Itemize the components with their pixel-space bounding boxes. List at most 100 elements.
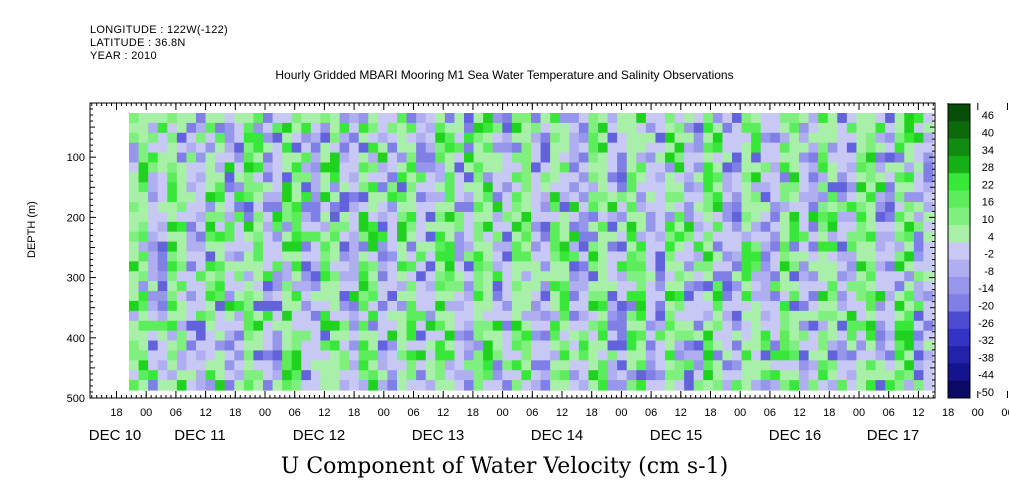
heatmap-cell — [866, 271, 877, 282]
heatmap-cell — [693, 221, 704, 233]
heatmap-cell — [444, 162, 456, 173]
colorbar-label: -14 — [978, 283, 994, 295]
heatmap-cell — [464, 300, 475, 312]
heatmap-cell — [215, 310, 226, 322]
heatmap-cell — [540, 261, 551, 272]
heatmap-cell — [655, 152, 666, 164]
heatmap-cell — [224, 241, 235, 253]
heatmap-cell — [693, 350, 704, 361]
heatmap-cell — [253, 350, 264, 361]
heatmap-cell — [770, 182, 781, 193]
heatmap-cell — [196, 281, 207, 292]
heatmap-cell — [148, 261, 159, 272]
heatmap-cell — [531, 241, 542, 253]
x-tick-label: 12 — [318, 407, 330, 419]
heatmap-cell — [626, 241, 637, 253]
heatmap-cell — [243, 172, 255, 183]
heatmap-cell — [818, 380, 829, 391]
heatmap-cell — [808, 231, 819, 243]
heatmap-cell — [196, 340, 207, 352]
heatmap-cell — [923, 360, 934, 371]
heatmap-cell — [272, 320, 283, 332]
heatmap-cell — [291, 182, 302, 193]
heatmap-cell — [674, 192, 685, 203]
heatmap-cell — [531, 271, 542, 282]
heatmap-cell — [464, 330, 475, 342]
heatmap-cell — [904, 241, 915, 253]
heatmap-cell — [377, 172, 389, 183]
heatmap-cell — [330, 152, 341, 164]
heatmap-cell — [722, 221, 733, 233]
heatmap-cell — [502, 152, 513, 164]
heatmap-cell — [904, 370, 915, 381]
heatmap-cell — [377, 132, 389, 144]
heatmap-cell — [779, 261, 791, 272]
heatmap-cell — [684, 132, 695, 144]
heatmap-cell — [607, 211, 618, 223]
heatmap-cell — [732, 251, 743, 262]
heatmap-cell — [779, 350, 791, 361]
heatmap-cell — [665, 231, 676, 243]
heatmap-cell — [358, 142, 369, 154]
heatmap-cell — [789, 152, 800, 164]
heatmap-cell — [827, 281, 838, 292]
heatmap-cell — [837, 380, 848, 391]
heatmap-cell — [186, 211, 197, 223]
heatmap-cell — [282, 330, 293, 342]
heatmap-cell — [636, 241, 647, 253]
heatmap-cell — [885, 281, 896, 292]
heatmap-cell — [578, 113, 590, 124]
heatmap-cell — [722, 142, 733, 154]
heatmap-cell — [310, 251, 322, 262]
heatmap-cell — [339, 350, 350, 361]
heatmap-cell — [923, 300, 934, 312]
heatmap-cell — [559, 202, 570, 213]
heatmap-cell — [435, 300, 446, 312]
heatmap-cell — [406, 340, 417, 352]
heatmap-cell — [913, 281, 925, 292]
heatmap-cell — [301, 261, 312, 272]
heatmap-cell — [224, 360, 235, 371]
heatmap-cell — [425, 251, 436, 262]
heatmap-cell — [818, 182, 829, 193]
heatmap-cell — [607, 271, 618, 282]
heatmap-cell — [923, 122, 934, 134]
heatmap-cell — [339, 202, 350, 213]
heatmap-cell — [540, 241, 551, 253]
x-tick-label: 12 — [437, 407, 449, 419]
heatmap-cell — [444, 202, 456, 213]
latitude-label: LATITUDE : 36.8N — [90, 37, 186, 49]
heatmap-cell — [837, 132, 848, 144]
heatmap-cell — [607, 192, 618, 203]
heatmap-cell — [550, 320, 561, 332]
heatmap-cell — [368, 172, 379, 183]
heatmap-cell — [617, 300, 628, 312]
heatmap-cell — [732, 380, 743, 391]
heatmap-cell — [531, 310, 542, 322]
heatmap-cell — [770, 300, 781, 312]
heatmap-cell — [923, 202, 934, 213]
heatmap-cell — [435, 202, 446, 213]
heatmap-cell — [425, 182, 436, 193]
heatmap-cell — [473, 350, 484, 361]
heatmap-cell — [894, 291, 905, 302]
heatmap-cell — [186, 261, 197, 272]
heatmap-cell — [904, 320, 915, 332]
heatmap-cell — [291, 152, 302, 164]
heatmap-cell — [521, 192, 532, 203]
heatmap-cell — [779, 132, 791, 144]
heatmap-cell — [923, 172, 934, 183]
heatmap-cell — [129, 241, 140, 253]
heatmap-cell — [722, 211, 733, 223]
heatmap-cell — [167, 202, 178, 213]
heatmap-cell — [464, 261, 475, 272]
heatmap-cell — [827, 291, 838, 302]
heatmap-cell — [645, 113, 657, 124]
heatmap-cell — [885, 350, 896, 361]
heatmap-cell — [693, 202, 704, 213]
heatmap-cell — [875, 310, 886, 322]
heatmap-cell — [148, 320, 159, 332]
heatmap-cell — [492, 132, 503, 144]
heatmap-cell — [741, 360, 752, 371]
heatmap-cell — [339, 300, 350, 312]
